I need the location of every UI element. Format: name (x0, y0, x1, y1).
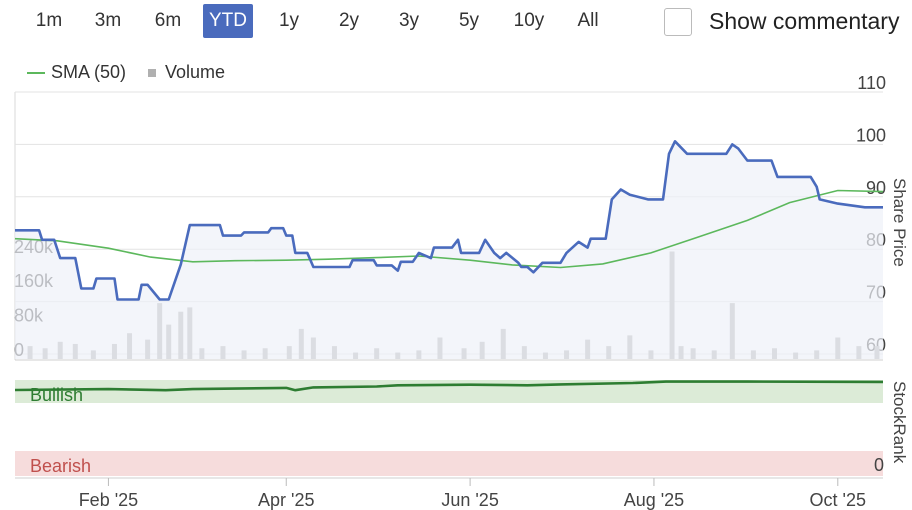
price-tick-label: 100 (856, 125, 886, 145)
range-button-3m[interactable]: 3m (94, 10, 122, 31)
range-button-5y[interactable]: 5y (458, 10, 480, 31)
price-line (15, 140, 883, 301)
x-tick-label: Oct '25 (810, 490, 866, 510)
range-button-1y[interactable]: 1y (278, 10, 300, 31)
stockrank-line (14, 380, 884, 392)
sma-legend-swatch (27, 72, 45, 74)
range-button-all[interactable]: All (577, 10, 599, 31)
volume-legend-swatch (148, 69, 156, 77)
volume-legend-label[interactable]: Volume (165, 62, 226, 82)
x-tick-label: Feb '25 (79, 490, 138, 510)
share-price-axis-title: Share Price (890, 178, 909, 267)
show-commentary-checkbox[interactable] (664, 8, 692, 36)
range-button-ytd[interactable]: YTD (203, 4, 253, 38)
show-commentary-label: Show commentary (709, 8, 900, 34)
price-area (15, 141, 883, 359)
sma-line (14, 189, 884, 269)
stockrank-tick-label: 0 (874, 455, 884, 475)
price-tick-label: 90 (866, 178, 886, 198)
x-tick-label: Apr '25 (258, 490, 314, 510)
sma-legend-label[interactable]: SMA (50) (51, 62, 127, 82)
range-button-1m[interactable]: 1m (35, 10, 63, 31)
range-button-2y[interactable]: 2y (338, 10, 360, 31)
range-button-6m[interactable]: 6m (154, 10, 182, 31)
bearish-band (15, 451, 883, 476)
price-tick-label: 110 (857, 73, 886, 93)
range-toolbar: 1m 3m 6m YTD 1y 2y 3y 5y 10y All Show commentary (0, 0, 912, 44)
range-button-3y[interactable]: 3y (398, 10, 420, 31)
bullish-band (15, 380, 883, 403)
x-tick-label: Jun '25 (441, 490, 498, 510)
bullish-zone-label: Bullish (30, 385, 83, 405)
range-button-10y[interactable]: 10y (513, 10, 545, 31)
stockrank-axis-title: StockRank (890, 381, 909, 464)
x-tick-label: Aug '25 (624, 490, 685, 510)
bearish-zone-label: Bearish (30, 456, 91, 476)
